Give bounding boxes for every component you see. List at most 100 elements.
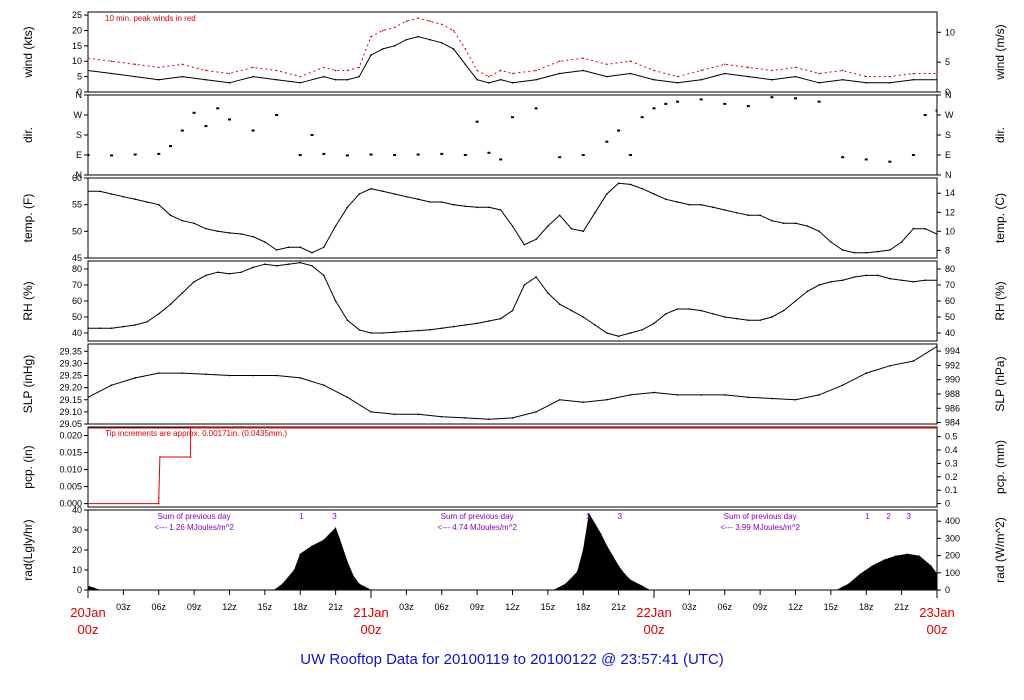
humidity-point [771,316,773,318]
temperature-point [193,222,195,225]
right-y-tick-label: S [945,130,951,140]
right-y-axis-title: wind (m/s) [993,24,1007,80]
humidity-point [287,263,290,266]
radiation-point [346,561,349,563]
wind-annotation: 10 min. peak winds in red [105,14,196,23]
y-tick-label: 60 [72,296,82,306]
temperature-point [169,214,172,217]
wind-point [440,41,443,44]
direction-point [617,129,621,132]
wind-point [676,75,679,78]
wind-point [700,69,702,72]
radiation-point [859,573,861,575]
right-y-tick-label: 400 [945,516,960,526]
pressure-point [370,411,372,413]
humidity-point [523,284,526,286]
wind-point [476,69,478,72]
pressure-point [771,397,773,400]
pressure-point [865,372,868,374]
wind-point [370,54,372,56]
x-tick-label: 21z [611,602,626,612]
x-tick-label: 09z [187,602,202,612]
temperature-point [240,233,243,235]
direction-point [416,153,420,156]
direction-point [534,107,538,110]
wind-point [582,57,585,59]
pressure-point [535,411,537,413]
humidity-point [841,279,844,282]
radiation-point [936,573,937,575]
pressure-point [157,372,160,374]
temperature-point [370,187,372,190]
panel-frame [87,94,938,176]
radiation-point [836,589,838,590]
panel-frame [87,177,938,259]
humidity-point [476,322,478,325]
x-tick-label: 06z [717,602,732,612]
direction-point [770,96,774,99]
humidity-point [264,263,266,266]
y-tick-label: 40 [72,328,82,338]
humidity-point [381,332,384,334]
humidity-point [889,277,891,280]
y-tick-label: N [76,90,83,100]
plot-area-radiation [88,513,937,590]
radiation-point [281,583,284,585]
temperature-point [617,182,620,185]
temperature-point [452,203,455,206]
precipitation-point [159,456,161,458]
humidity-point [653,322,655,325]
temperature-point [216,230,219,233]
wind-point [499,69,502,72]
wind-point [936,78,937,81]
wind-point [405,20,408,23]
direction-point [463,154,467,156]
direction-point [204,125,208,128]
direction-point [393,154,397,156]
right-y-tick-label: N [945,90,952,100]
right-y-tick-label: 10 [945,226,955,236]
direction-point [652,107,656,110]
humidity-point [452,325,455,328]
radiation-point [930,565,932,567]
wind-point [440,23,443,26]
day-hour-label: 00z [644,622,665,637]
temperature-point [747,214,750,217]
humidity-point [334,300,337,302]
humidity-point [169,303,172,306]
x-tick-label: 06z [151,602,166,612]
wind-point [771,78,773,81]
right-y-tick-label: 60 [945,296,955,306]
temperature-point [558,214,561,217]
pressure-point [275,374,278,377]
humidity-point [146,321,148,323]
plot-area-precipitation [88,427,937,505]
temperature-point [924,227,927,230]
pressure-point [629,394,632,396]
wind-point [865,81,868,84]
pressure-line [88,345,937,420]
humidity-point [110,327,113,330]
temperature-point [499,209,502,211]
day-sum-value: <--- 4.74 MJoules/m^2 [437,523,517,532]
wind-speed-line [88,36,937,84]
wind-point [889,75,891,78]
y-tick-label: 5 [77,72,82,82]
wind-point [252,66,254,69]
y-tick-label: N [76,170,83,180]
temperature-point [264,241,266,243]
right-y-tick-label: 14 [945,188,955,198]
figure-title: UW Rooftop Data for 20100119 to 20100122… [300,651,724,668]
wind-point [252,75,254,78]
humidity-point [664,313,667,315]
direction-point [251,129,255,132]
wind-point [653,78,655,81]
direction-point [180,129,184,132]
plot-area-humidity [88,261,937,338]
hour-marker: 1 [299,512,304,521]
temperature-point [323,246,325,249]
humidity-point [794,300,797,302]
temperature-point [865,251,868,254]
humidity-point [912,281,915,283]
temperature-point [594,211,596,214]
